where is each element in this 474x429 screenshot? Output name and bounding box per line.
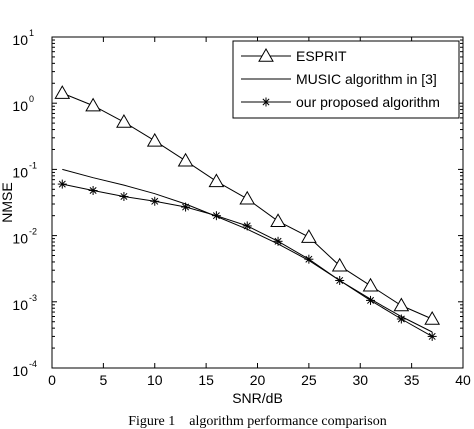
x-axis-label: SNR/dB: [232, 390, 283, 406]
triangle-marker: [270, 213, 286, 227]
asterisk-marker: [273, 236, 283, 246]
triangle-marker: [239, 190, 256, 205]
legend: ESPRIT MUSIC algorithm in [3] our proposed…: [232, 40, 460, 119]
figure-caption: Figure 1 algorithm performance compariso…: [128, 414, 387, 429]
y-tick-label: 10: [12, 98, 28, 114]
series-layer: [54, 85, 441, 341]
asterisk-marker: [304, 254, 314, 264]
asterisk-marker: [57, 179, 67, 189]
x-tick-label: 30: [352, 372, 368, 388]
y-tick-exponent: -1: [29, 160, 37, 170]
asterisk-marker: [427, 331, 437, 341]
asterisk-marker: [261, 97, 271, 107]
series-2: [57, 179, 437, 341]
y-tick-exponent: -4: [29, 359, 37, 369]
triangle-marker: [116, 113, 132, 128]
y-tick-label: 10: [12, 363, 28, 379]
x-tick-label: 5: [99, 372, 107, 388]
triangle-marker: [393, 297, 410, 312]
y-tick-label: 10: [12, 164, 28, 180]
y-tick-label: 10: [12, 231, 28, 247]
triangle-marker: [85, 97, 101, 112]
asterisk-marker: [335, 275, 345, 285]
asterisk-marker: [211, 211, 221, 221]
x-tick-label: 40: [455, 372, 471, 388]
y-tick-exponent: 0: [29, 94, 34, 104]
legend-label: our proposed algorithm: [296, 94, 440, 110]
x-tick-label: 35: [404, 372, 420, 388]
asterisk-marker: [150, 196, 160, 206]
triangle-marker: [54, 85, 71, 99]
series-0: [54, 85, 441, 325]
legend-item: MUSIC algorithm in [3]: [241, 71, 437, 87]
y-tick-exponent: -2: [29, 227, 37, 237]
triangle-marker: [146, 132, 163, 147]
triangle-marker: [331, 257, 348, 272]
y-tick-label: 10: [12, 32, 28, 48]
asterisk-marker: [396, 314, 406, 324]
legend-label: ESPRIT: [296, 48, 347, 64]
x-tick-label: 20: [250, 372, 266, 388]
y-tick-exponent: 1: [29, 28, 34, 38]
triangle-marker: [208, 173, 225, 188]
asterisk-marker: [88, 186, 98, 196]
legend-item: ESPRIT: [241, 47, 347, 64]
asterisk-marker: [366, 295, 376, 305]
x-ticks: 0 5 10 15 20 25 30 35 40: [48, 37, 471, 388]
x-tick-label: 0: [48, 372, 56, 388]
asterisk-marker: [119, 191, 129, 201]
x-tick-label: 25: [301, 372, 317, 388]
triangle-marker: [177, 152, 194, 167]
legend-label: MUSIC algorithm in [3]: [296, 71, 437, 87]
triangle-marker: [362, 277, 379, 292]
legend-item: our proposed algorithm: [241, 94, 440, 110]
asterisk-marker: [181, 202, 191, 212]
x-tick-label: 10: [147, 372, 163, 388]
triangle-marker: [258, 47, 274, 62]
y-tick-label: 10: [12, 297, 28, 313]
triangle-marker: [424, 310, 441, 325]
y-axis-label: NMSE: [0, 182, 15, 222]
triangle-marker: [301, 229, 317, 243]
x-tick-label: 15: [198, 372, 214, 388]
y-tick-exponent: -3: [29, 293, 37, 303]
asterisk-marker: [242, 221, 252, 231]
